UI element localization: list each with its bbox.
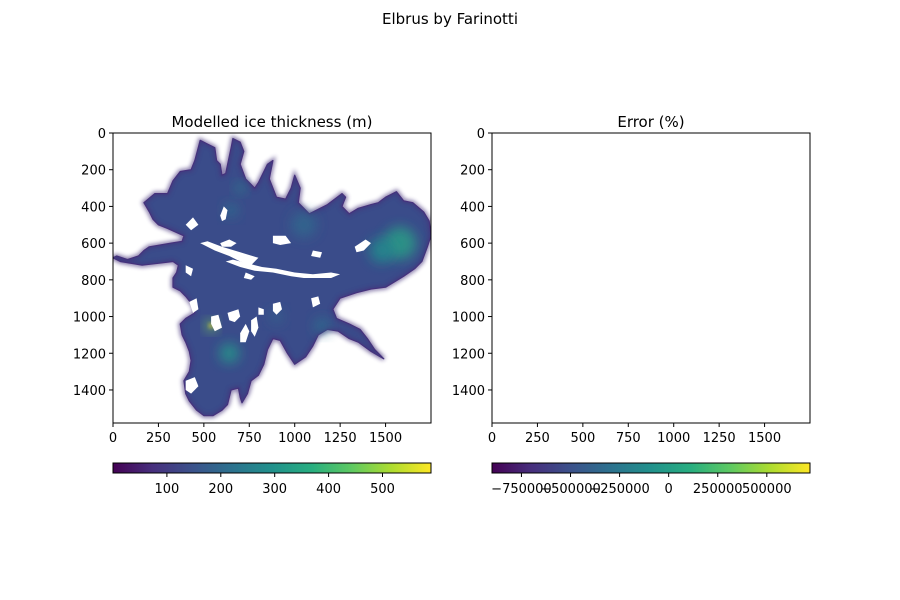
nodata-gap — [225, 259, 341, 278]
nodata-gap — [189, 298, 199, 313]
y-tick-label: 600 — [460, 237, 485, 252]
nodata-gap — [240, 323, 250, 343]
thickness-colorbar — [112, 462, 432, 474]
x-tick-label: 750 — [616, 431, 641, 446]
y-tick-label: 400 — [81, 200, 106, 215]
y-tick-label: 0 — [477, 127, 485, 142]
nodata-gap — [227, 309, 241, 323]
y-tick-label: 1200 — [73, 347, 106, 362]
thickness-hotspot — [269, 309, 284, 324]
thickness-hotspot — [313, 317, 331, 334]
x-tick-label: 1000 — [278, 431, 311, 446]
colorbar-tick-label: 400 — [316, 482, 341, 497]
nodata-gap — [272, 235, 292, 245]
y-tick-label: 600 — [81, 237, 106, 252]
y-tick-label: 400 — [460, 200, 485, 215]
nodata-gap — [251, 316, 259, 337]
x-tick-label: 1500 — [748, 431, 781, 446]
colorbar-tick-label: 500 — [370, 482, 395, 497]
x-tick-label: 1250 — [324, 431, 357, 446]
y-tick-label: 800 — [460, 274, 485, 289]
thickness-hotspot — [219, 343, 240, 364]
colorbar-tick-label: 500000 — [742, 482, 792, 497]
colorbar-tick-label: 200 — [208, 482, 233, 497]
error-axes-frame — [491, 132, 811, 424]
nodata-gap — [211, 314, 222, 332]
x-tick-label: 1500 — [369, 431, 402, 446]
y-tick-label: 1400 — [73, 384, 106, 399]
x-tick-label: 500 — [191, 431, 216, 446]
x-tick-label: 500 — [570, 431, 595, 446]
nodata-gap — [220, 206, 228, 222]
x-tick-label: 750 — [237, 431, 262, 446]
nodata-gap — [311, 250, 322, 258]
colorbar-tick-label: 300 — [262, 482, 287, 497]
y-tick-label: 1400 — [452, 384, 485, 399]
thickness-hotspot — [223, 202, 239, 218]
thickness-hotspot — [369, 237, 395, 264]
nodata-gap — [220, 239, 237, 247]
thickness-map — [113, 135, 431, 418]
thickness-hotspot — [234, 182, 246, 194]
colorbar-tick-label: 0 — [665, 482, 673, 497]
nodata-gap — [185, 265, 193, 277]
thickness-hotspot — [291, 212, 317, 238]
error-y-ticks: 0 200 400 600 800 1000 1200 1400 — [452, 127, 492, 399]
nodata-gap — [243, 272, 255, 280]
thickness-axes-frame — [112, 132, 432, 424]
colorbar-tick-label: 250000 — [693, 482, 743, 497]
glacier-margin — [113, 135, 431, 418]
thickness-y-ticks: 0 200 400 600 800 1000 1200 1400 — [73, 127, 113, 399]
y-tick-label: 1000 — [73, 311, 106, 326]
error-colorbar-ticks: −750000−500000−250000 0 250000 500000 — [491, 473, 792, 497]
thickness-colorbar-ticks: 100 200 300 400 500 — [154, 473, 395, 497]
error-title: Error (%) — [617, 113, 684, 131]
y-tick-label: 200 — [81, 164, 106, 179]
colorbar-tick-label: −750000 — [491, 482, 552, 497]
glacier-ice-region — [113, 137, 431, 417]
x-tick-label: 250 — [525, 431, 550, 446]
x-tick-label: 1250 — [703, 431, 736, 446]
nodata-gap — [200, 241, 259, 266]
nodata-gap — [354, 239, 371, 253]
x-tick-label: 0 — [488, 431, 496, 446]
colorbar-tick-label: −500000 — [540, 482, 601, 497]
y-tick-label: 1000 — [452, 311, 485, 326]
error-colorbar — [491, 462, 811, 474]
thickness-title: Modelled ice thickness (m) — [171, 113, 372, 131]
y-tick-label: 200 — [460, 164, 485, 179]
x-tick-label: 1000 — [657, 431, 690, 446]
colorbar-tick-label: −250000 — [589, 482, 650, 497]
nodata-gap — [311, 296, 321, 308]
y-tick-label: 800 — [81, 274, 106, 289]
y-tick-label: 0 — [98, 127, 106, 142]
error-x-ticks: 0 250 500 750 1000 1250 1500 — [488, 423, 781, 446]
figure-suptitle: Elbrus by Farinotti — [382, 10, 518, 28]
x-tick-label: 0 — [109, 431, 117, 446]
y-tick-label: 1200 — [452, 347, 485, 362]
colorbar-tick-label: 100 — [154, 482, 179, 497]
nodata-gap — [185, 217, 199, 231]
thickness-x-ticks: 0 250 500 750 1000 1250 1500 — [109, 423, 402, 446]
error-panel: Error (%) 0 250 500 750 1000 1250 1500 0 200 400… — [452, 113, 811, 497]
x-tick-label: 250 — [146, 431, 171, 446]
nodata-gap — [185, 377, 199, 394]
nodata-gap — [272, 301, 282, 315]
nodata-gap — [258, 307, 264, 315]
thickness-panel: Modelled ice thickness (m) 0 250 500 750 100… — [73, 113, 432, 497]
